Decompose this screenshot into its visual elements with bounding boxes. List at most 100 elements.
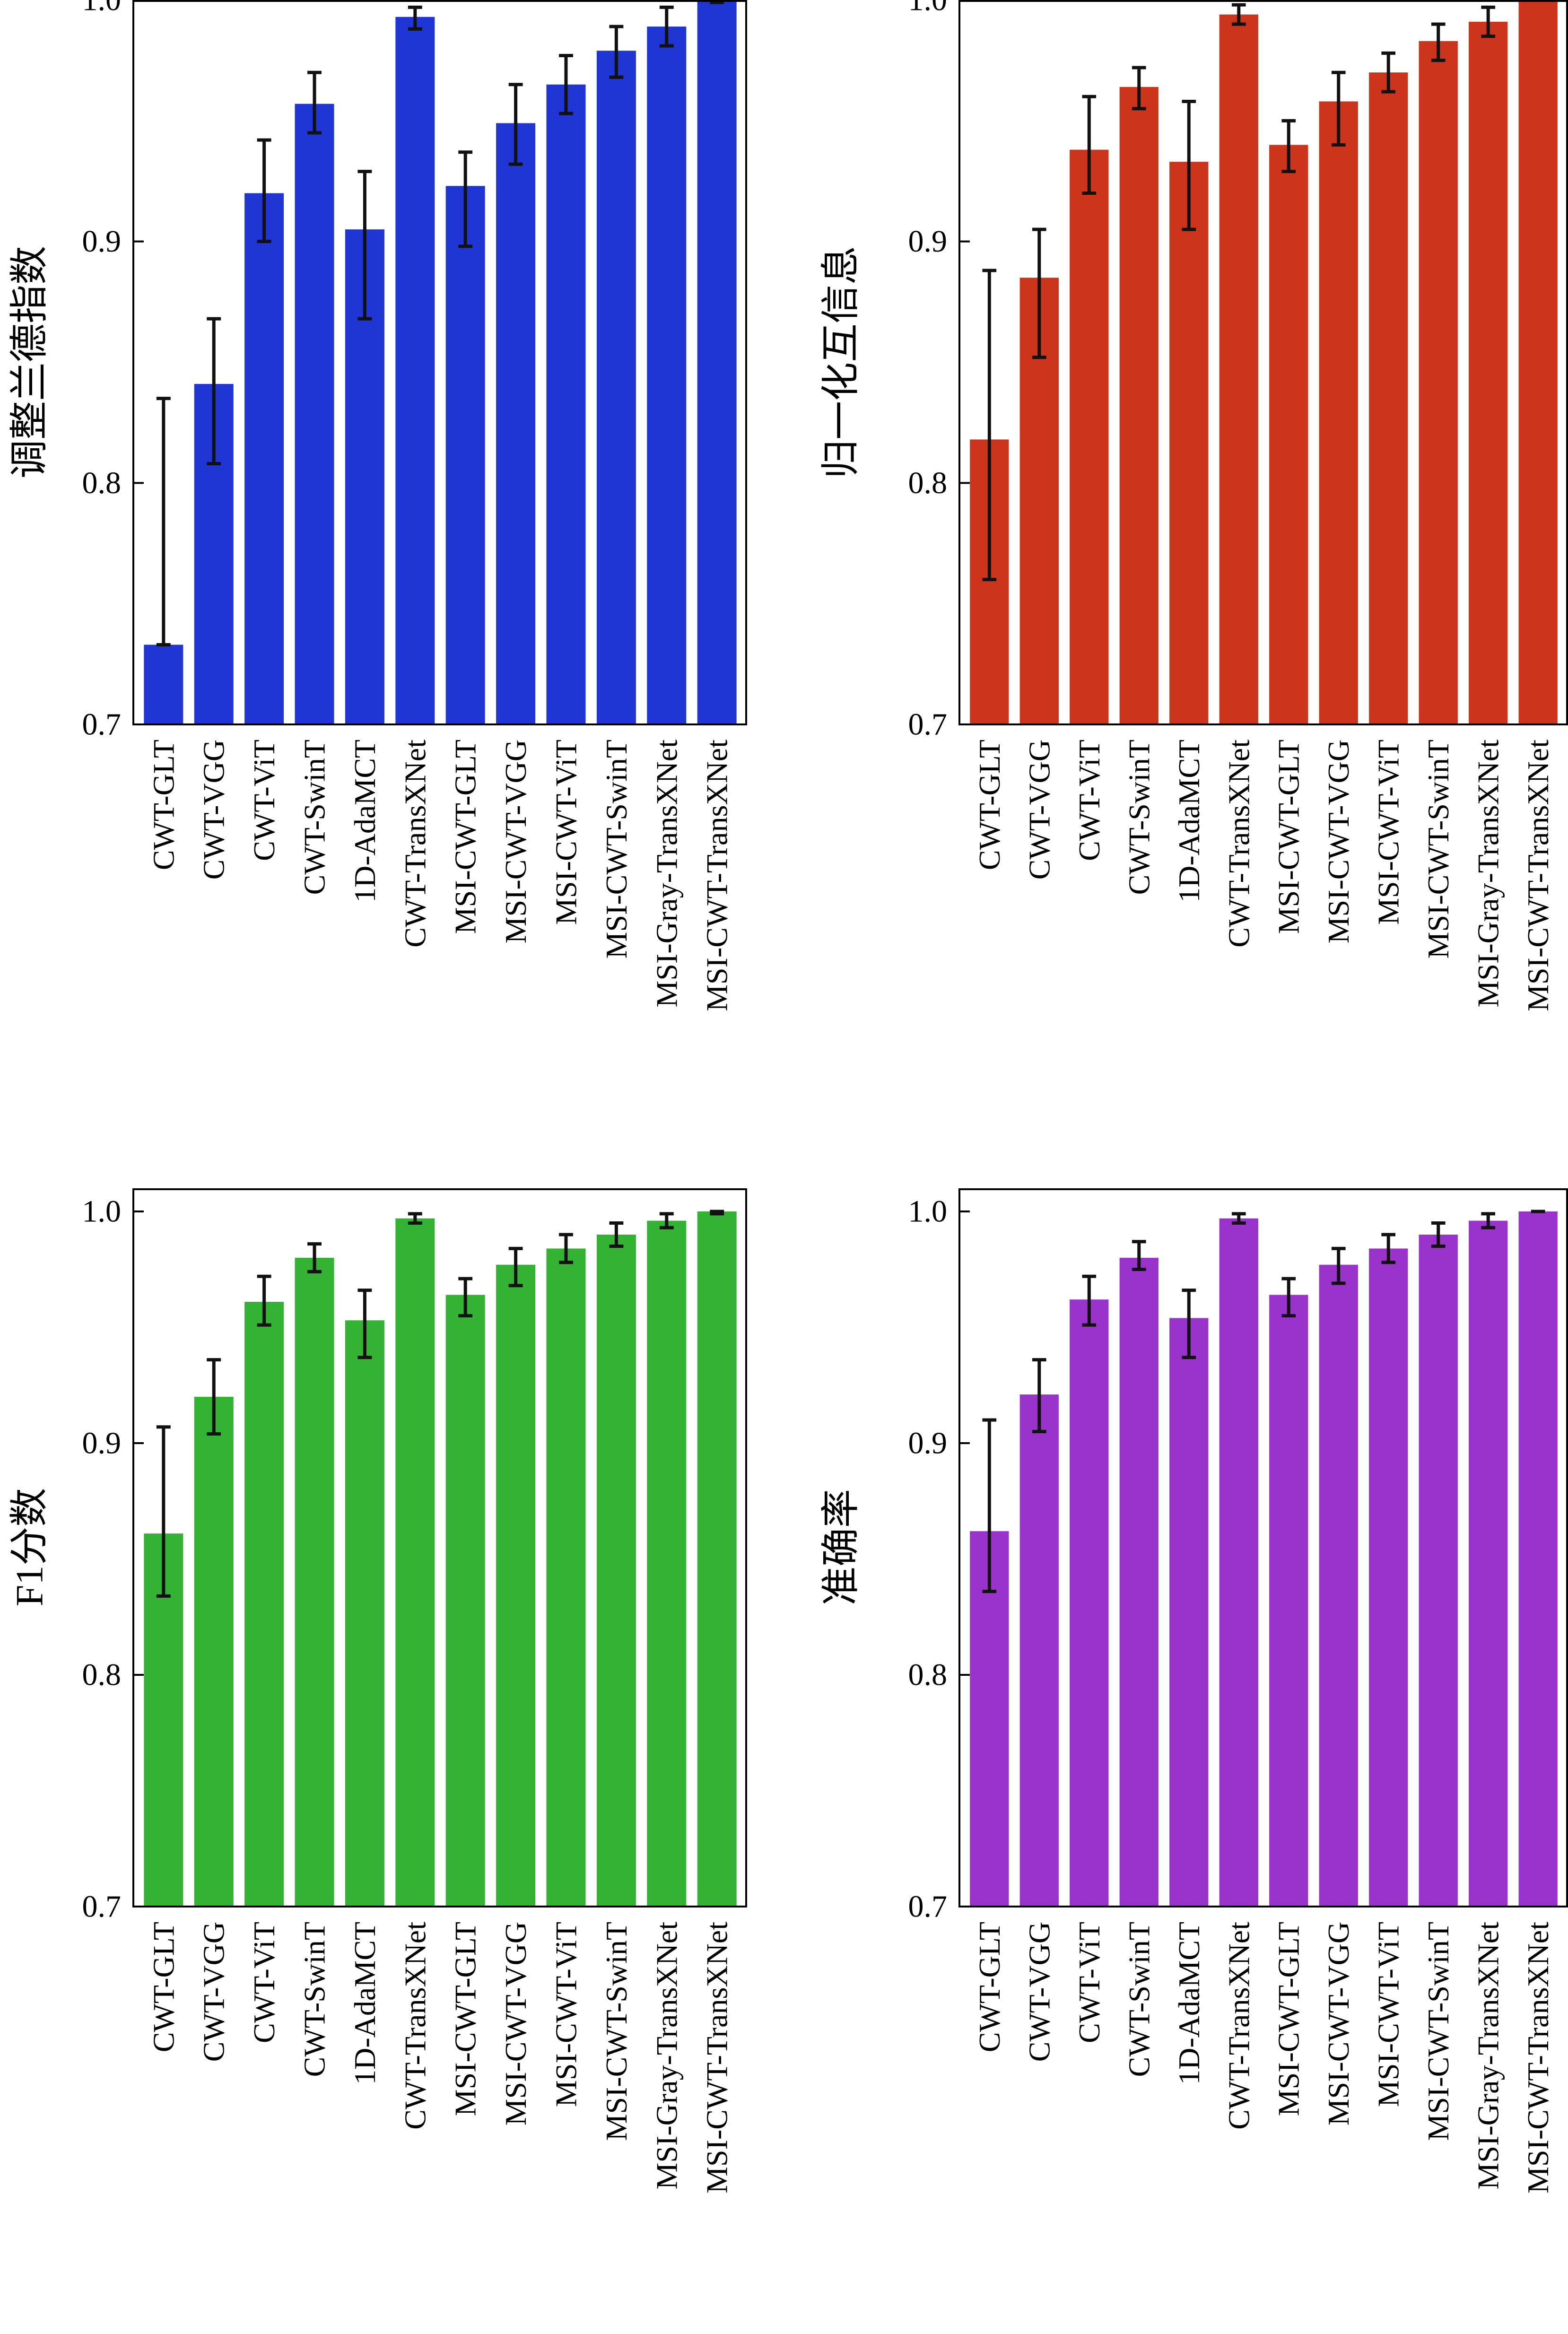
chart-panel-ari: CWT-GLT CWT-VGG CWT-ViT CWT-SwinT 1D-AdaMCT C… — [8, 0, 747, 1011]
error-bar — [1032, 227, 1046, 359]
bar — [295, 104, 334, 724]
bar — [1319, 101, 1358, 725]
bar — [647, 26, 687, 724]
y-axis-title: 准确率 — [819, 1489, 862, 1605]
bar — [546, 1248, 586, 1907]
error-bar — [1082, 95, 1097, 195]
chart-panel-accuracy: CWT-GLT CWT-VGG CWT-ViT CWT-SwinT 1D-AdaMCT C… — [819, 1188, 1568, 2194]
chart-panel-nmi: CWT-GLT CWT-VGG CWT-ViT CWT-SwinT 1D-AdaMCT C… — [819, 0, 1568, 1011]
bar — [596, 51, 636, 725]
category-tick-label: CWT-ViT — [1072, 1922, 1106, 2043]
error-bar — [1481, 5, 1496, 38]
category-tick-label: CWT-VGG — [197, 740, 231, 880]
bar — [445, 1295, 485, 1907]
bar — [1369, 72, 1408, 725]
bar — [1119, 1258, 1159, 1907]
category-tick-label: 1D-AdaMCT — [1172, 1922, 1206, 2085]
category-tick-label: MSI-CWT-ViT — [549, 740, 583, 925]
y-tick-label: 1.0 — [82, 0, 122, 17]
category-tick-label: MSI-CWT-GLT — [1272, 740, 1306, 934]
bar — [970, 1531, 1009, 1907]
y-tick-label: 0.7 — [82, 707, 122, 742]
error-bar — [1381, 51, 1396, 94]
axes-frame — [958, 0, 1568, 725]
category-tick-label: MSI-CWT-VGG — [1322, 1922, 1355, 2125]
category-tick-label: CWT-GLT — [973, 740, 1006, 870]
error-bar — [207, 317, 221, 465]
bar — [194, 1397, 234, 1907]
error-bar — [408, 5, 422, 31]
bar — [596, 1235, 636, 1907]
error-bar — [257, 1274, 271, 1327]
category-tick-label: CWT-VGG — [197, 1922, 231, 2062]
y-tick-label: 0.8 — [908, 466, 948, 500]
category-tick-label: 1D-AdaMCT — [348, 740, 382, 903]
category-tick-label: MSI-CWT-ViT — [549, 1922, 583, 2107]
y-tick-label: 0.8 — [908, 1658, 948, 1692]
error-bar — [1381, 1233, 1396, 1264]
bar — [1518, 1211, 1558, 1907]
category-tick-label: MSI-CWT-SwinT — [1421, 1922, 1455, 2141]
category-tick-label: CWT-SwinT — [1122, 740, 1156, 895]
category-tick-label: CWT-TransXNet — [398, 1922, 432, 2130]
bar — [1119, 87, 1159, 725]
category-tick-label: CWT-ViT — [247, 740, 281, 861]
bar — [546, 84, 586, 724]
category-tick-label: CWT-VGG — [1022, 740, 1056, 880]
category-tick-label: CWT-GLT — [147, 1922, 180, 2052]
error-bar — [357, 1289, 372, 1359]
error-bar — [1431, 22, 1446, 62]
category-tick-label: CWT-GLT — [973, 1922, 1006, 2052]
category-tick-label: CWT-GLT — [147, 740, 180, 870]
error-bar — [1082, 1274, 1097, 1327]
bar — [244, 1302, 284, 1907]
category-tick-label: CWT-ViT — [247, 1922, 281, 2043]
category-tick-label: MSI-CWT-SwinT — [1421, 740, 1455, 958]
axes-frame — [958, 1188, 1568, 1907]
chart-panel-f1: CWT-GLT CWT-VGG CWT-ViT CWT-SwinT 1D-AdaMCT C… — [8, 1188, 747, 2194]
error-bar — [458, 150, 473, 248]
bar — [1469, 1220, 1508, 1907]
y-tick-label: 1.0 — [82, 1194, 122, 1229]
error-bar — [307, 1242, 322, 1273]
y-tick-label: 0.9 — [82, 1426, 122, 1461]
y-axis-title: 调整兰德指数 — [8, 246, 51, 479]
bar — [1169, 1318, 1209, 1907]
bar — [496, 123, 536, 725]
bar — [1070, 1299, 1109, 1907]
error-bar — [982, 1418, 997, 1594]
category-tick-label: MSI-CWT-ViT — [1372, 1922, 1405, 2107]
error-bar — [1281, 1277, 1296, 1317]
error-bar — [458, 1277, 473, 1317]
bar — [1319, 1264, 1358, 1907]
bar — [697, 0, 737, 724]
bar — [295, 1258, 334, 1907]
bar — [144, 644, 183, 724]
category-tick-label: MSI-CWT-TransXNet — [1521, 740, 1555, 1011]
error-bar — [982, 269, 997, 582]
y-tick-label: 1.0 — [908, 0, 948, 17]
y-tick-label: 0.8 — [82, 466, 122, 500]
category-tick-label: MSI-CWT-GLT — [449, 740, 482, 934]
error-bar — [1481, 1212, 1496, 1229]
category-tick-label: MSI-CWT-SwinT — [600, 1922, 633, 2141]
category-tick-label: CWT-SwinT — [298, 1922, 331, 2077]
error-bar — [357, 170, 372, 321]
category-tick-label: CWT-TransXNet — [398, 740, 432, 948]
error-bar — [609, 25, 624, 79]
y-tick-label: 0.9 — [908, 224, 948, 259]
error-bar — [156, 1425, 171, 1598]
bar — [445, 186, 485, 724]
bar — [1419, 1235, 1458, 1907]
bar — [1219, 1218, 1258, 1907]
category-tick-label: CWT-ViT — [1072, 740, 1106, 861]
axes-frame — [132, 1188, 747, 1907]
category-tick-label: 1D-AdaMCT — [1172, 740, 1206, 903]
y-tick-label: 0.7 — [908, 707, 948, 742]
category-tick-label: MSI-CWT-TransXNet — [700, 1922, 734, 2194]
error-bar — [609, 1221, 624, 1248]
category-tick-label: MSI-CWT-GLT — [449, 1922, 482, 2116]
error-bar — [1231, 1212, 1246, 1225]
error-bar — [1281, 119, 1296, 174]
error-bar — [1032, 1358, 1046, 1433]
